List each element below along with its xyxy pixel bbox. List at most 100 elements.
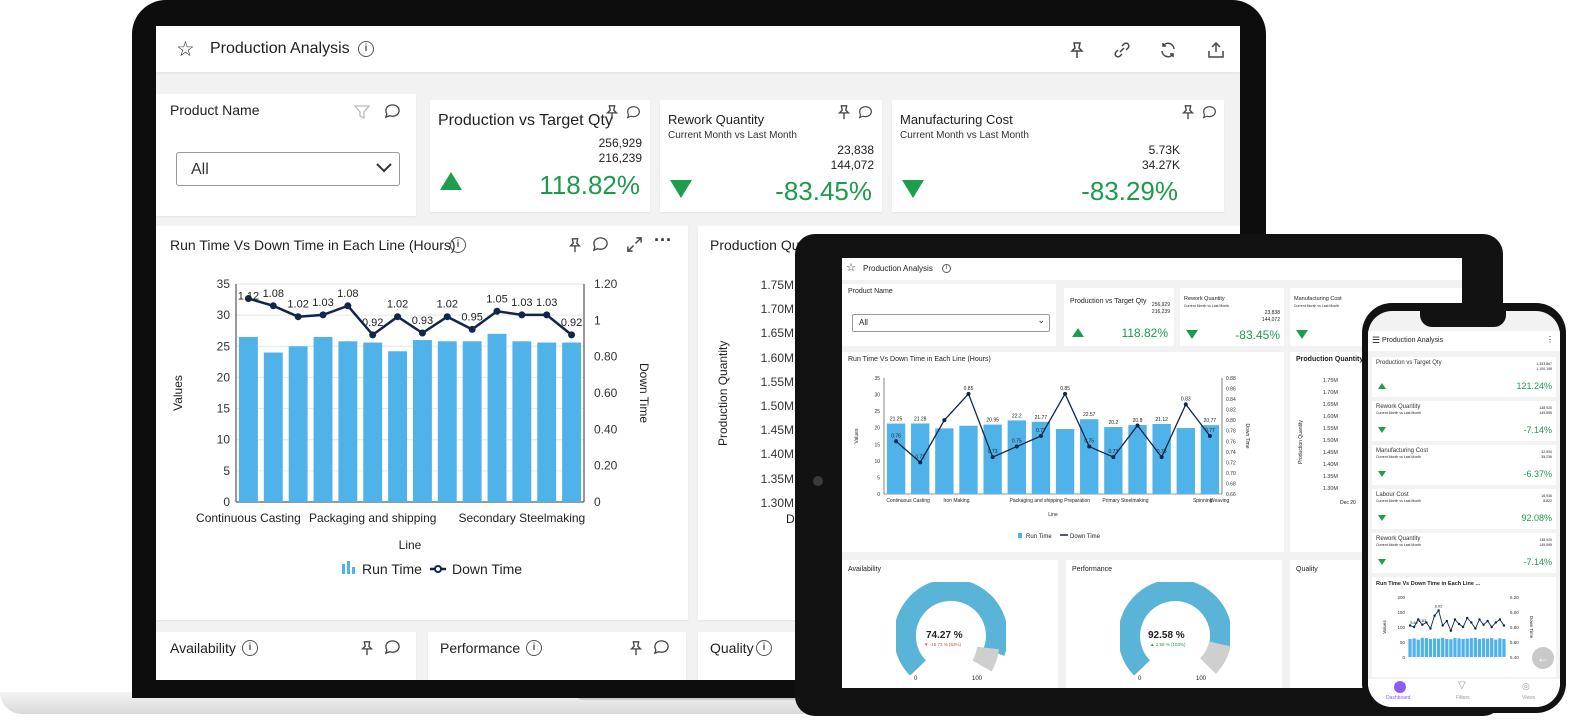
point-down-time bbox=[1433, 614, 1436, 617]
expand-icon[interactable] bbox=[626, 236, 643, 253]
comment-icon[interactable] bbox=[384, 103, 401, 120]
bar-run-time bbox=[1416, 639, 1420, 657]
info-icon[interactable]: i bbox=[358, 41, 374, 57]
comment-icon[interactable] bbox=[858, 105, 873, 120]
y-tick-label: 15 bbox=[874, 442, 880, 448]
more-options-icon[interactable]: ··· bbox=[654, 230, 672, 250]
bar-run-time bbox=[1104, 427, 1123, 494]
point-down-time bbox=[1421, 623, 1424, 626]
tablet-camera bbox=[813, 476, 823, 486]
favorite-star-icon[interactable]: ☆ bbox=[846, 262, 856, 274]
product-select[interactable]: All bbox=[176, 152, 400, 186]
tablet-performance-card: Performance 92.58 % ▲ 2.58 % (103%) 0 10… bbox=[1066, 560, 1282, 688]
nav-views[interactable]: Views bbox=[1522, 695, 1536, 701]
bar-run-time bbox=[1055, 429, 1075, 494]
card-title: Availability bbox=[170, 640, 236, 656]
tablet-run-chart-card: Run Time Vs Down Time in Each Line (Hour… bbox=[842, 352, 1284, 552]
back-arrow-icon[interactable]: ← bbox=[1532, 647, 1554, 669]
comment-icon[interactable] bbox=[384, 639, 401, 656]
data-label: 22.57 bbox=[1083, 412, 1096, 418]
pin-icon[interactable] bbox=[1180, 104, 1196, 120]
pin-icon[interactable] bbox=[836, 104, 852, 120]
y2-tick-label: 5.80 bbox=[1510, 625, 1519, 630]
refresh-icon[interactable] bbox=[1159, 41, 1177, 59]
more-options-icon[interactable]: ⋮ bbox=[1546, 335, 1554, 344]
data-label: 0.93 bbox=[412, 315, 433, 327]
legend-line-icon bbox=[434, 565, 442, 573]
pin-icon[interactable] bbox=[567, 237, 583, 253]
y-axis-title: Values bbox=[854, 428, 860, 443]
link-icon[interactable] bbox=[1113, 41, 1131, 59]
legend-label: Run Time bbox=[1026, 534, 1052, 540]
bar-run-time bbox=[1031, 421, 1051, 494]
gauge-min: 0 bbox=[1138, 676, 1142, 682]
point-down-time bbox=[468, 325, 476, 333]
pin-icon[interactable] bbox=[359, 640, 375, 656]
info-icon[interactable]: i bbox=[756, 640, 772, 656]
bar-run-time bbox=[1445, 639, 1449, 657]
kpi-percent: -83.45% bbox=[775, 176, 872, 206]
x-tick-label: Packaging and shipping bbox=[309, 511, 436, 525]
product-select[interactable]: All ⌄ bbox=[852, 314, 1050, 332]
kpi-current-value: 256,929 bbox=[598, 136, 642, 150]
trend-up-icon bbox=[440, 172, 462, 190]
y-tick-label: 10 bbox=[217, 433, 231, 447]
kpi-current-value: 1,333,867 bbox=[1536, 362, 1552, 366]
point-down-time bbox=[568, 331, 576, 339]
y2-tick-label: 0.74 bbox=[1226, 450, 1236, 456]
phone-run-chart: 200 150 100 50 0 6.20 6.00 5.80 5.60 5.40 5.82 5.83… bbox=[1382, 595, 1534, 660]
card-title: Performance bbox=[1072, 566, 1113, 573]
favorite-star-icon[interactable]: ☆ bbox=[176, 38, 195, 61]
performance-card: Performance i bbox=[428, 632, 686, 680]
pin-icon[interactable] bbox=[1068, 41, 1086, 59]
info-icon[interactable]: i bbox=[242, 640, 258, 656]
kpi-current-value: 23,838 bbox=[837, 143, 874, 157]
bar-run-time bbox=[935, 428, 954, 494]
filter-icon[interactable] bbox=[354, 104, 370, 120]
comment-icon[interactable] bbox=[592, 236, 609, 253]
comment-icon[interactable] bbox=[1202, 105, 1217, 120]
comment-icon[interactable] bbox=[626, 105, 641, 120]
data-label: 6.02 bbox=[1435, 604, 1444, 609]
kpi-previous-value: 216,239 bbox=[1151, 309, 1170, 315]
nav-dashboard[interactable]: Dashboard bbox=[1386, 695, 1411, 701]
kpi-previous-value: 144,072 bbox=[1261, 317, 1280, 323]
y2-tick-label: 0.72 bbox=[1226, 460, 1236, 466]
kpi-current-value: 138,920 bbox=[1539, 406, 1552, 410]
pin-icon[interactable] bbox=[628, 640, 644, 656]
y2-tick-label: 0.86 bbox=[1226, 387, 1236, 393]
nav-filters[interactable]: Filters bbox=[1456, 695, 1470, 701]
dashboard-icon[interactable] bbox=[1394, 681, 1406, 693]
data-label: 0.85 bbox=[964, 386, 974, 392]
point-down-time bbox=[1207, 434, 1212, 438]
point-down-time bbox=[1445, 619, 1448, 623]
chart-title: Production Qu bbox=[710, 237, 800, 253]
info-icon[interactable]: i bbox=[450, 237, 466, 253]
gauge-value: 92.58 % bbox=[1148, 630, 1185, 641]
export-icon[interactable] bbox=[1206, 40, 1226, 60]
card-title: Quality bbox=[710, 640, 754, 656]
trend-down-icon bbox=[1378, 471, 1386, 477]
views-icon[interactable]: ◎ bbox=[1522, 681, 1530, 691]
info-icon[interactable]: i bbox=[942, 264, 951, 273]
performance-gauge bbox=[1120, 582, 1230, 676]
x-tick-label: Continuous Casting bbox=[886, 498, 930, 504]
point-down-time bbox=[1490, 625, 1493, 629]
menu-icon[interactable]: ☰ bbox=[1372, 335, 1381, 345]
info-icon[interactable]: i bbox=[526, 640, 542, 656]
kpi-subtitle: Current Month vs Last Month bbox=[668, 130, 797, 141]
point-down-time bbox=[294, 313, 302, 321]
y-tick-label: 0 bbox=[223, 495, 230, 509]
tablet-kpi-production: Production vs Target Qty 256,929 216,239… bbox=[1064, 288, 1174, 346]
trend-down-icon bbox=[1378, 559, 1386, 565]
comment-icon[interactable] bbox=[653, 639, 670, 656]
pin-icon[interactable] bbox=[604, 104, 620, 120]
point-down-time bbox=[369, 331, 377, 339]
point-down-time bbox=[1486, 619, 1489, 623]
point-down-time bbox=[319, 311, 327, 319]
bar-run-time bbox=[388, 351, 408, 502]
data-label: 0.75 bbox=[1084, 439, 1094, 445]
y-tick-label: 10 bbox=[874, 459, 880, 465]
kpi-title: Rework Quantity bbox=[1184, 296, 1225, 302]
filter-icon[interactable]: ▽ bbox=[1458, 680, 1466, 691]
